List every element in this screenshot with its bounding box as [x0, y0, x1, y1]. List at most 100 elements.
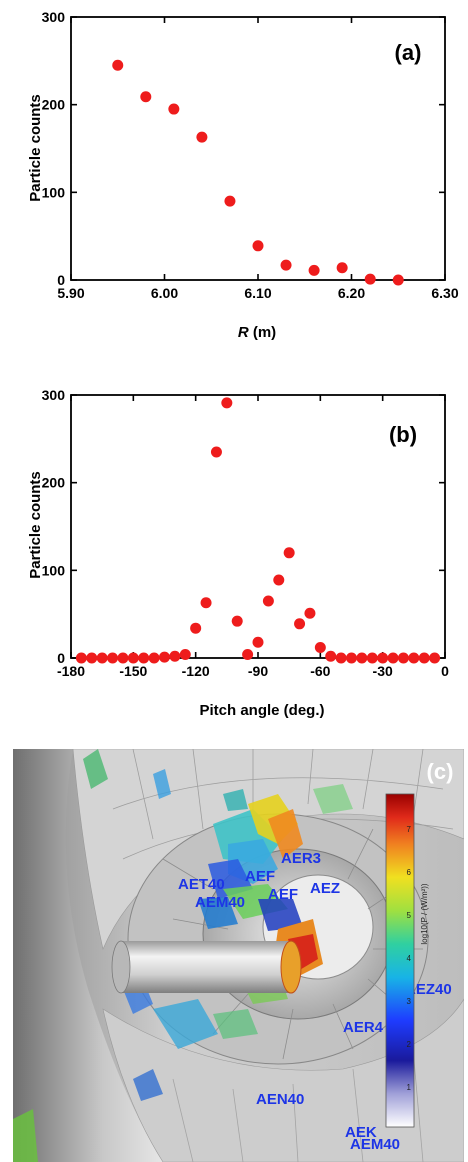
data-point [196, 131, 208, 143]
cylinder-heated-end [280, 940, 302, 994]
data-point [387, 652, 399, 664]
data-point [96, 652, 108, 664]
y-tick-label: 300 [42, 387, 66, 403]
data-point [210, 446, 222, 458]
x-tick-label: 5.90 [57, 285, 84, 301]
colorbar-tick: 6 [407, 868, 412, 877]
data-point [86, 652, 98, 664]
data-point [140, 91, 152, 103]
colorbar-tick: 7 [407, 825, 412, 834]
port-label: AEZ40 [405, 981, 452, 998]
data-point [107, 652, 119, 664]
data-point [336, 262, 348, 274]
x-tick-label: 6.10 [244, 285, 271, 301]
colorbar-tick: 1 [407, 1083, 412, 1092]
port-label: AET40 [178, 876, 225, 893]
x-tick-label: -30 [373, 663, 393, 679]
x-tick-label: 6.30 [431, 285, 458, 301]
data-point [325, 650, 337, 662]
lower-tile-seams [172, 1048, 424, 1162]
data-point [280, 259, 292, 271]
colorbar-ticks: 7 6 5 4 3 2 1 [407, 825, 412, 1092]
port-label: AEN40 [256, 1091, 304, 1108]
panel-label-c: (c) [427, 759, 454, 784]
vessel-left-wall [13, 749, 163, 1162]
data-point [294, 618, 306, 630]
data-point [169, 650, 181, 662]
colorbar [385, 793, 415, 1128]
data-point [262, 595, 274, 607]
y-tick-label: 0 [57, 650, 65, 666]
y-tick-label: 0 [57, 272, 65, 288]
x-tick-label: -180 [57, 663, 85, 679]
scatter-chart-b: 0 100 200 300 -180 -150 -120 -90 -60 -30 0 (b) Par… [27, 387, 449, 719]
data-point [242, 648, 254, 660]
data-point [418, 652, 430, 664]
data-point [304, 607, 316, 619]
x-axis-label-a-italic: R [238, 324, 249, 341]
x-tick-label: -90 [248, 663, 268, 679]
data-point [366, 652, 378, 664]
y-tick-label: 200 [42, 97, 66, 113]
data-point [314, 641, 326, 653]
panel-label-b: (b) [389, 422, 417, 447]
data-point [200, 597, 212, 609]
cylinder-end-cap [111, 940, 131, 994]
x-axis-label-a: R (m) [238, 324, 276, 341]
x-axis-label-a-unit: (m) [249, 324, 277, 341]
data-point [252, 240, 264, 252]
x-tick-label: 6.20 [338, 285, 365, 301]
port-label: AER4 [343, 1019, 384, 1036]
data-point [224, 195, 236, 207]
data-point [273, 574, 285, 586]
colorbar-tick: 2 [407, 1040, 412, 1049]
port-label: AEM40 [350, 1136, 400, 1153]
port-label: AER3 [281, 850, 321, 867]
data-point [190, 622, 202, 634]
data-point [75, 652, 87, 664]
data-point [346, 652, 357, 664]
port-label: AEK [345, 1124, 377, 1141]
data-point [283, 547, 295, 559]
port-label: AEF [245, 868, 275, 885]
x-tick-label: 6.00 [151, 285, 178, 301]
x-tick-label: -150 [119, 663, 147, 679]
data-point [252, 636, 264, 648]
x-tick-label: 0 [441, 663, 449, 679]
y-tick-label: 100 [42, 184, 66, 200]
data-point [377, 652, 389, 664]
data-point [117, 652, 129, 664]
y-axis-label-b: Particle counts [27, 471, 44, 579]
data-point [356, 652, 368, 664]
y-tick-label: 300 [42, 9, 66, 25]
data-point [397, 652, 409, 664]
colorbar-tick: 4 [407, 954, 412, 963]
port-label: AEZ [310, 880, 340, 897]
x-tick-label: -120 [182, 663, 210, 679]
scatter-chart-a: 0 100 200 300 5.90 6.00 6.10 6.20 6.30 (a) Parti… [27, 9, 459, 341]
data-point [127, 652, 139, 664]
x-axis-label-b: Pitch angle (deg.) [199, 702, 324, 719]
data-point [429, 652, 441, 664]
colorbar-tick: 5 [407, 911, 412, 920]
port-label: AEF [268, 886, 298, 903]
vessel-heatload-render: AER3 AET40 AEF AEF AEZ AEM40 AEZ40 AER4 … [13, 749, 464, 1162]
panel-label-a: (a) [395, 40, 422, 65]
data-point [168, 103, 180, 115]
colorbar-tick: 3 [407, 997, 412, 1006]
y-axis-label-a: Particle counts [27, 94, 44, 202]
data-point [231, 615, 243, 627]
data-point [335, 652, 347, 664]
data-point [179, 648, 191, 660]
data-point [112, 59, 124, 71]
port-label: AEM40 [195, 894, 245, 911]
data-point [392, 274, 404, 286]
y-tick-label: 200 [42, 475, 66, 491]
data-point [159, 651, 170, 663]
data-point [364, 273, 376, 285]
y-tick-label: 100 [42, 562, 66, 578]
data-point [221, 397, 233, 409]
vessel-tile-seams [112, 749, 454, 860]
colorbar-label: log10(P / (W/m²)) [420, 883, 429, 945]
data-point [408, 652, 420, 664]
